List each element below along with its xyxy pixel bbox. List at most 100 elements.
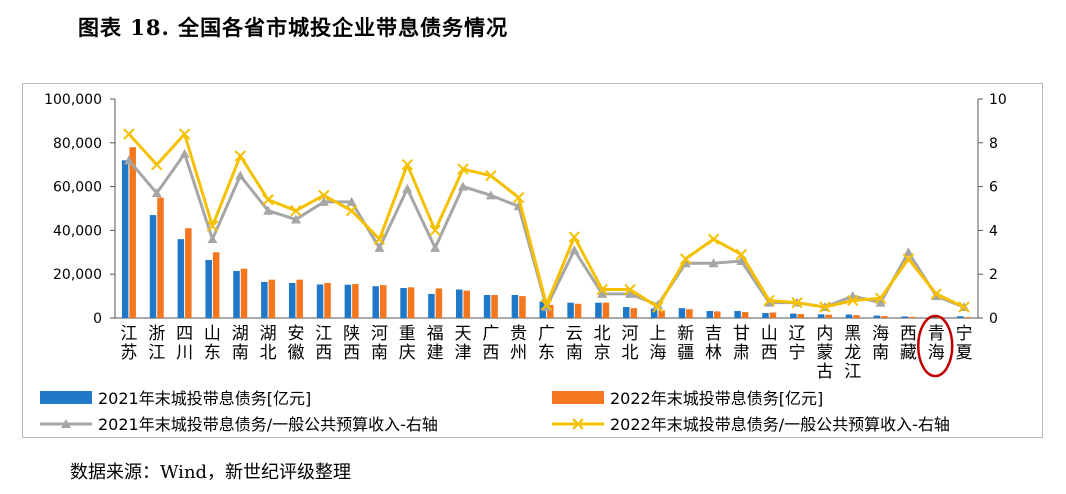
legend-2021-debt: 2021年末城投带息债务[亿元]: [40, 389, 311, 408]
ratio-2021-point: [875, 297, 886, 307]
ratio-2021-point: [931, 291, 942, 301]
category-label: 上: [649, 324, 666, 344]
right-tick-label: 10: [989, 92, 1007, 108]
category-label: 辽: [789, 324, 806, 344]
category-label: 龙: [844, 343, 861, 363]
bar-2022: [212, 252, 220, 318]
category-label: 西: [900, 324, 917, 344]
bar-2022: [185, 228, 192, 318]
category-label: 山: [204, 324, 221, 344]
bar-2022: [491, 295, 498, 318]
bar-2021: [288, 282, 296, 318]
legend-2022-ratio: 2022年末城投带息债务/一般公共预算收入-右轴: [552, 415, 950, 434]
category-label: 宁: [789, 343, 806, 363]
category-label: 川: [176, 343, 193, 363]
bar-2021: [455, 289, 463, 318]
bar-2022: [379, 285, 387, 318]
bar-2021: [121, 160, 129, 318]
ratio-2021-point: [708, 258, 719, 268]
category-label: 徽: [287, 343, 304, 363]
bar-2022: [129, 147, 136, 318]
category-label: 天: [454, 324, 471, 344]
ratio-2022-point: [206, 220, 219, 232]
bar-2022: [602, 302, 610, 318]
bar-2021: [372, 286, 379, 318]
category-label: 江: [844, 362, 861, 382]
bar-2021: [873, 315, 881, 318]
bar-2022: [463, 290, 470, 318]
chart-axes: 0 20,000 40,000 60,000 80,000 100,000 0 2 4 6 8 10: [44, 92, 1007, 327]
ratio-2021-point: [430, 242, 441, 252]
category-label: 海: [649, 343, 666, 363]
category-label: 西: [761, 343, 778, 363]
ratio-2022-point: [958, 301, 970, 313]
category-label: 东: [538, 343, 555, 363]
category-label: 疆: [677, 343, 694, 363]
ratio-2022-point: [847, 294, 859, 307]
bar-2022: [157, 197, 164, 318]
left-tick-label: 40,000: [53, 223, 102, 239]
ratio-2022-point: [763, 294, 775, 307]
bar-2022: [519, 296, 526, 318]
bar-2021: [316, 284, 324, 318]
category-label: 西: [482, 343, 499, 363]
category-label: 新: [677, 324, 694, 344]
right-tick-label: 2: [989, 267, 998, 283]
bar-2021: [845, 314, 853, 318]
category-label: 南: [371, 343, 388, 363]
category-label: 海: [872, 324, 889, 344]
category-label: 江: [120, 324, 137, 344]
bar-2021: [344, 284, 352, 318]
highlight-circle: [916, 314, 954, 378]
legend-label: 2021年末城投带息债务/一般公共预算收入-右轴: [98, 415, 438, 434]
legend-swatch: [552, 391, 604, 404]
bar-2022: [324, 282, 331, 318]
chart-legend: 2021年末城投带息债务[亿元] 2022年末城投带息债务[亿元] 2021年末城投…: [40, 389, 950, 434]
category-label: 藏: [900, 343, 917, 363]
category-label: 北: [594, 324, 611, 344]
ratio-2022-point: [624, 283, 636, 296]
ratio-2021-point: [597, 288, 608, 298]
left-tick-label: 100,000: [44, 92, 102, 108]
ratio-2021-point: [179, 148, 190, 158]
right-tick-label: 4: [989, 223, 998, 239]
category-label: 贵: [510, 324, 527, 344]
category-label: 内: [816, 324, 833, 344]
ratio-2021-point: [290, 214, 301, 224]
ratio-2022-point: [540, 299, 553, 311]
ratio-2022-point: [652, 301, 664, 313]
category-label: 云: [566, 324, 583, 344]
ratio-2022-point: [345, 204, 358, 217]
bar-2021: [483, 295, 491, 318]
category-label: 苏: [120, 343, 137, 363]
category-label: 西: [343, 343, 360, 363]
legend-2021-ratio: 2021年末城投带息债务/一般公共预算收入-右轴: [40, 415, 438, 434]
ratio-2021-point: [764, 297, 775, 307]
ratio-2021-point: [123, 155, 134, 165]
category-label: 福: [427, 324, 444, 344]
category-label: 河: [371, 324, 388, 344]
chart-frame: [22, 83, 1043, 438]
category-labels: 江苏浙江四川山东湖南湖北安徽江西陕西河南重庆福建天津广西贵州广东云南北京河北上海…: [120, 314, 973, 382]
category-label: 京: [594, 343, 611, 363]
bar-2021: [790, 313, 797, 318]
bar-2022: [547, 304, 554, 318]
ratio-2021-point: [151, 188, 162, 198]
ratio-2022-point: [457, 163, 469, 175]
bar-2021: [957, 316, 964, 318]
ratio-2022-point: [234, 150, 246, 162]
bar-2022: [964, 317, 972, 318]
ratio-2022-point: [568, 231, 581, 243]
ratio-2022-point: [429, 224, 441, 237]
ratio-2021-point: [346, 196, 357, 206]
category-label: 古: [816, 362, 833, 382]
bar-2022: [268, 279, 276, 318]
line-series: [123, 128, 970, 313]
category-label: 林: [705, 343, 722, 363]
category-label: 黑: [844, 324, 861, 344]
legend-label: 2022年末城投带息债务/一般公共预算收入-右轴: [610, 415, 950, 434]
ratio-2022-point: [679, 253, 692, 265]
category-label: 重: [399, 324, 416, 344]
ratio-2022-point: [401, 158, 414, 171]
